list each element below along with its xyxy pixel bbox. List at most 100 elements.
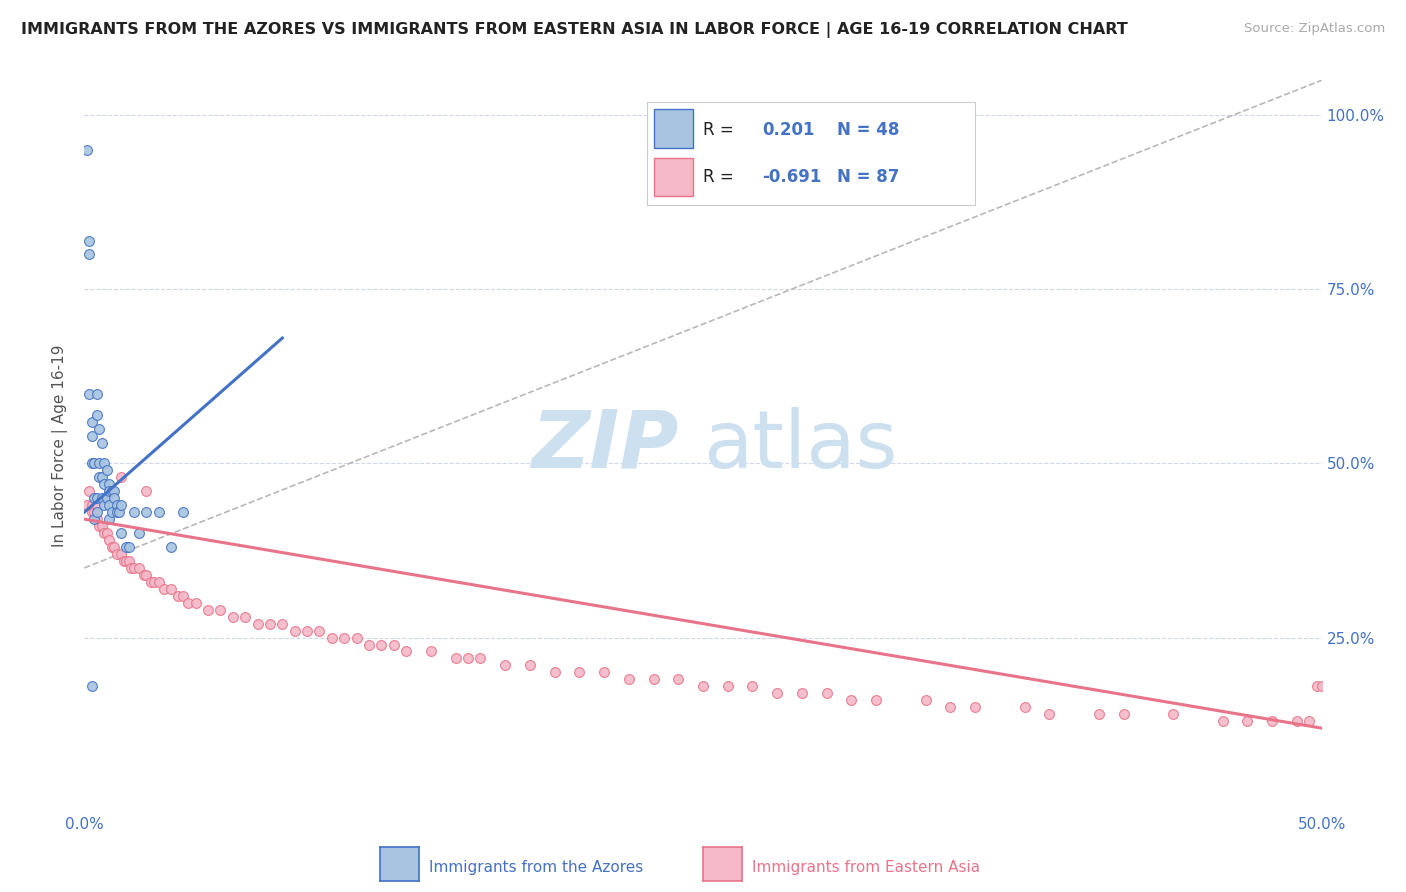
Text: IMMIGRANTS FROM THE AZORES VS IMMIGRANTS FROM EASTERN ASIA IN LABOR FORCE | AGE : IMMIGRANTS FROM THE AZORES VS IMMIGRANTS…: [21, 22, 1128, 38]
Point: [76, 498, 98, 512]
Point: [148, 574, 170, 589]
Point: [89, 470, 111, 484]
Point: [494, 658, 516, 673]
Point: [100, 505, 122, 519]
Point: [103, 491, 125, 506]
Point: [370, 638, 392, 652]
Point: [1285, 714, 1308, 728]
Point: [965, 700, 987, 714]
Point: [112, 554, 135, 568]
Point: [692, 679, 714, 693]
Point: [86, 505, 108, 519]
Point: [103, 484, 125, 499]
Point: [118, 540, 141, 554]
Point: [80, 679, 103, 693]
Point: [519, 658, 541, 673]
Point: [271, 616, 294, 631]
Point: [80, 505, 103, 519]
Point: [80, 428, 103, 442]
Point: [543, 665, 565, 680]
Point: [90, 470, 112, 484]
Point: [184, 596, 207, 610]
Point: [122, 561, 145, 575]
Point: [132, 567, 155, 582]
Point: [93, 498, 115, 512]
Point: [1088, 707, 1111, 722]
Text: N = 87: N = 87: [838, 168, 900, 186]
Bar: [654, 110, 693, 148]
Point: [135, 567, 157, 582]
Point: [90, 519, 112, 533]
Point: [96, 526, 118, 541]
Point: [395, 644, 418, 658]
Point: [617, 673, 640, 687]
Point: [209, 603, 232, 617]
Point: [457, 651, 479, 665]
Point: [100, 484, 122, 499]
Point: [939, 700, 962, 714]
Point: [115, 554, 138, 568]
Point: [222, 609, 245, 624]
Text: 0.201: 0.201: [762, 121, 814, 139]
Point: [80, 415, 103, 429]
Point: [568, 665, 591, 680]
Point: [284, 624, 307, 638]
Point: [1161, 707, 1184, 722]
Point: [79, 484, 101, 499]
Point: [1112, 707, 1135, 722]
Point: [83, 512, 105, 526]
Text: Source: ZipAtlas.com: Source: ZipAtlas.com: [1244, 22, 1385, 36]
Point: [382, 638, 405, 652]
Point: [152, 582, 174, 596]
Point: [83, 505, 105, 519]
Point: [308, 624, 330, 638]
Point: [128, 561, 150, 575]
Point: [135, 505, 157, 519]
Point: [105, 547, 128, 561]
Point: [93, 477, 115, 491]
Point: [76, 143, 98, 157]
Point: [118, 554, 141, 568]
Point: [79, 234, 101, 248]
Point: [1310, 679, 1333, 693]
Point: [643, 673, 665, 687]
Point: [80, 498, 103, 512]
Text: R =: R =: [703, 121, 740, 139]
Point: [90, 435, 112, 450]
Text: Immigrants from the Azores: Immigrants from the Azores: [429, 860, 643, 874]
Point: [98, 498, 121, 512]
Point: [86, 386, 108, 401]
Point: [666, 673, 689, 687]
Point: [86, 491, 108, 506]
Point: [103, 540, 125, 554]
Point: [141, 574, 163, 589]
Point: [108, 505, 131, 519]
Point: [98, 512, 121, 526]
Point: [717, 108, 740, 122]
Point: [321, 631, 343, 645]
Point: [295, 624, 318, 638]
Point: [89, 421, 111, 435]
Point: [86, 498, 108, 512]
Point: [86, 512, 108, 526]
Point: [246, 616, 269, 631]
Point: [105, 505, 128, 519]
Text: R =: R =: [703, 168, 740, 186]
Point: [841, 693, 863, 707]
Point: [1298, 714, 1320, 728]
Point: [79, 247, 101, 261]
Point: [110, 547, 132, 561]
Bar: [654, 158, 693, 196]
Point: [105, 498, 128, 512]
Text: -0.691: -0.691: [762, 168, 821, 186]
Point: [444, 651, 467, 665]
Point: [914, 693, 936, 707]
Point: [167, 589, 190, 603]
Text: atlas: atlas: [703, 407, 897, 485]
Point: [148, 505, 170, 519]
Point: [1212, 714, 1234, 728]
Point: [83, 457, 105, 471]
Point: [1261, 714, 1284, 728]
Point: [160, 540, 183, 554]
Text: Immigrants from Eastern Asia: Immigrants from Eastern Asia: [752, 860, 980, 874]
